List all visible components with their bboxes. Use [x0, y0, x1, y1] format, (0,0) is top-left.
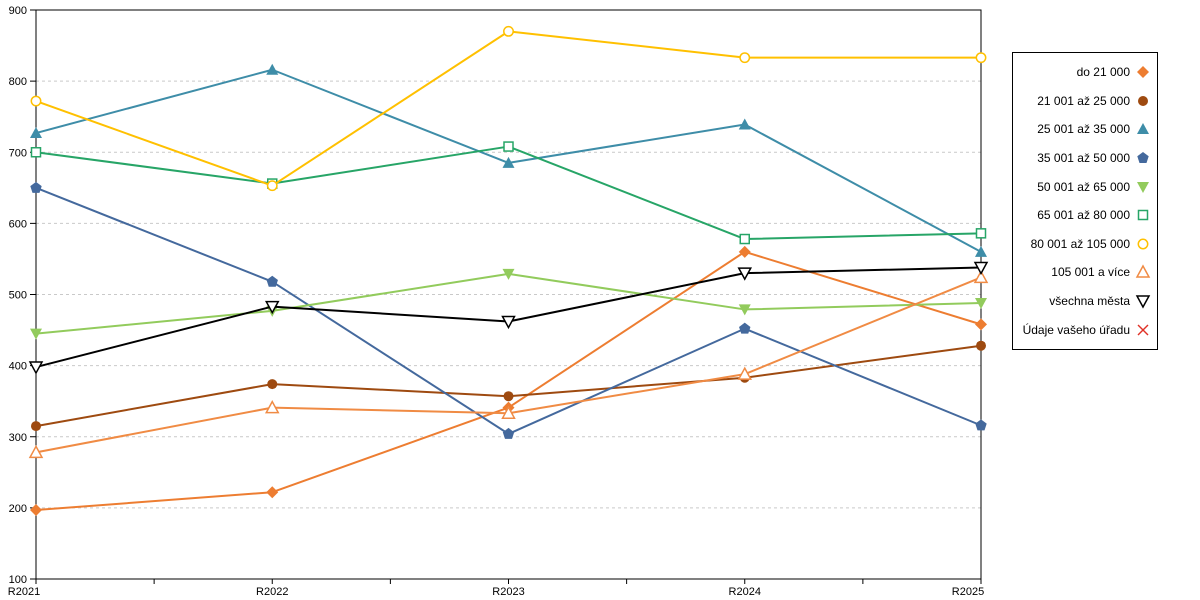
legend-item: 80 001 až 105 000 [1017, 236, 1151, 252]
triangle-down-hollow-marker-icon [264, 300, 280, 315]
triangle-down-filled-marker-icon [30, 328, 42, 340]
pentagon-filled-marker-icon [502, 427, 515, 439]
legend-label: 50 001 až 65 000 [1037, 179, 1130, 194]
legend-label: 25 001 až 35 000 [1037, 122, 1130, 137]
legend-pentagon-filled-icon [1137, 152, 1149, 164]
triangle-down-filled-marker-icon [738, 304, 751, 316]
legend-item: Údaje vašeho úřadu [1017, 322, 1151, 338]
x-axis-tick-label: R2021 [8, 586, 40, 598]
legend-label: 35 001 až 50 000 [1037, 151, 1130, 166]
triangle-down-hollow-marker-icon [973, 261, 989, 276]
legend-item: 35 001 až 50 000 [1017, 150, 1151, 166]
y-axis-tick-label: 700 [9, 147, 27, 159]
square-hollow-marker-icon [503, 141, 514, 152]
triangle-down-hollow-marker-icon [737, 267, 753, 281]
y-axis-tick-label: 600 [9, 218, 27, 230]
x-marker-icon [1137, 324, 1149, 336]
legend-x-icon [1137, 324, 1149, 336]
legend-triangle-up-filled-icon [1137, 123, 1149, 135]
legend-item: 105 001 a více [1017, 264, 1151, 280]
circle-filled-marker-icon [1138, 95, 1148, 106]
square-hollow-marker-icon [739, 233, 750, 245]
legend-item: 25 001 až 35 000 [1017, 121, 1151, 137]
pentagon-filled-marker-icon [30, 181, 42, 193]
legend-square-hollow-icon [1137, 210, 1149, 221]
y-axis-tick-label: 300 [9, 432, 27, 444]
legend-item: 50 001 až 65 000 [1017, 179, 1151, 195]
diamond-filled-marker-icon [975, 318, 987, 331]
triangle-up-hollow-marker-icon [28, 444, 44, 459]
diamond-filled-marker-icon [1137, 66, 1149, 79]
legend-label: 105 001 a více [1051, 265, 1130, 280]
legend-item: 21 001 až 25 000 [1017, 93, 1151, 109]
triangle-up-filled-marker-icon [30, 127, 42, 139]
pentagon-filled-marker-icon [975, 419, 987, 431]
legend-label: všechna města [1049, 294, 1130, 309]
triangle-up-filled-marker-icon [502, 156, 515, 168]
triangle-down-hollow-marker-icon [28, 361, 44, 375]
legend-item: do 21 000 [1017, 64, 1151, 80]
pentagon-filled-marker-icon [739, 322, 751, 334]
legend-triangle-down-hollow-icon [1135, 295, 1151, 309]
y-axis-tick-label: 400 [9, 361, 27, 373]
square-hollow-marker-icon [1137, 210, 1149, 221]
triangle-up-filled-marker-icon [738, 118, 751, 130]
circle-filled-marker-icon [267, 379, 278, 390]
x-axis-tick-label: R2022 [256, 586, 288, 598]
triangle-down-filled-marker-icon [975, 298, 987, 310]
triangle-down-hollow-marker-icon [1135, 295, 1151, 309]
circle-filled-marker-icon [976, 340, 986, 351]
triangle-up-hollow-marker-icon [1135, 264, 1151, 279]
pentagon-filled-marker-icon [266, 275, 278, 287]
triangle-up-filled-marker-icon [975, 245, 987, 257]
legend-circle-filled-icon [1138, 95, 1148, 106]
legend-triangle-up-hollow-icon [1135, 264, 1151, 279]
legend-label: 21 001 až 25 000 [1037, 93, 1130, 108]
circle-filled-marker-icon [503, 391, 514, 402]
circle-hollow-marker-icon [975, 52, 987, 64]
chart-legend: do 21 000 21 001 až 25 000 25 001 až 35 00… [1012, 52, 1158, 350]
legend-label: 65 001 až 80 000 [1037, 208, 1130, 223]
triangle-down-filled-marker-icon [502, 268, 515, 280]
triangle-up-hollow-marker-icon [973, 269, 989, 284]
triangle-up-filled-marker-icon [266, 63, 279, 75]
series-line-0 [35, 250, 982, 512]
y-axis-tick-label: 500 [9, 290, 27, 302]
legend-label: Údaje vašeho úřadu [1022, 322, 1130, 337]
y-axis-tick-label: 800 [9, 76, 27, 88]
legend-item: všechna města [1017, 293, 1151, 309]
legend-diamond-filled-icon [1137, 66, 1149, 79]
triangle-up-hollow-marker-icon [501, 405, 516, 420]
diamond-filled-marker-icon [30, 504, 42, 517]
circle-filled-marker-icon [31, 421, 41, 432]
legend-label: do 21 000 [1076, 65, 1130, 80]
circle-hollow-marker-icon [266, 180, 278, 192]
square-hollow-marker-icon [30, 147, 42, 158]
circle-hollow-marker-icon [30, 95, 42, 107]
square-hollow-marker-icon [975, 228, 987, 239]
y-axis-tick-label: 900 [9, 5, 27, 17]
pentagon-filled-marker-icon [1137, 152, 1149, 164]
triangle-down-hollow-marker-icon [501, 315, 516, 330]
circle-hollow-marker-icon [1137, 238, 1149, 250]
legend-label: 80 001 až 105 000 [1030, 236, 1130, 251]
x-axis-tick-label: R2023 [492, 586, 524, 598]
circle-hollow-marker-icon [503, 25, 514, 37]
diamond-filled-marker-icon [738, 245, 751, 258]
x-axis-tick-label: R2024 [729, 586, 761, 598]
triangle-up-hollow-marker-icon [264, 400, 280, 414]
legend-circle-hollow-icon [1137, 238, 1149, 250]
y-axis-tick-label: 200 [9, 503, 27, 515]
y-axis-tick-label: 100 [9, 574, 27, 586]
triangle-up-hollow-marker-icon [737, 366, 753, 380]
circle-hollow-marker-icon [739, 52, 751, 64]
legend-triangle-down-filled-icon [1137, 181, 1149, 193]
diamond-filled-marker-icon [266, 486, 279, 499]
x-axis-tick-label: R2025 [952, 586, 984, 598]
triangle-up-filled-marker-icon [1137, 123, 1149, 135]
legend-item: 65 001 až 80 000 [1017, 207, 1151, 223]
triangle-down-filled-marker-icon [1137, 181, 1149, 193]
